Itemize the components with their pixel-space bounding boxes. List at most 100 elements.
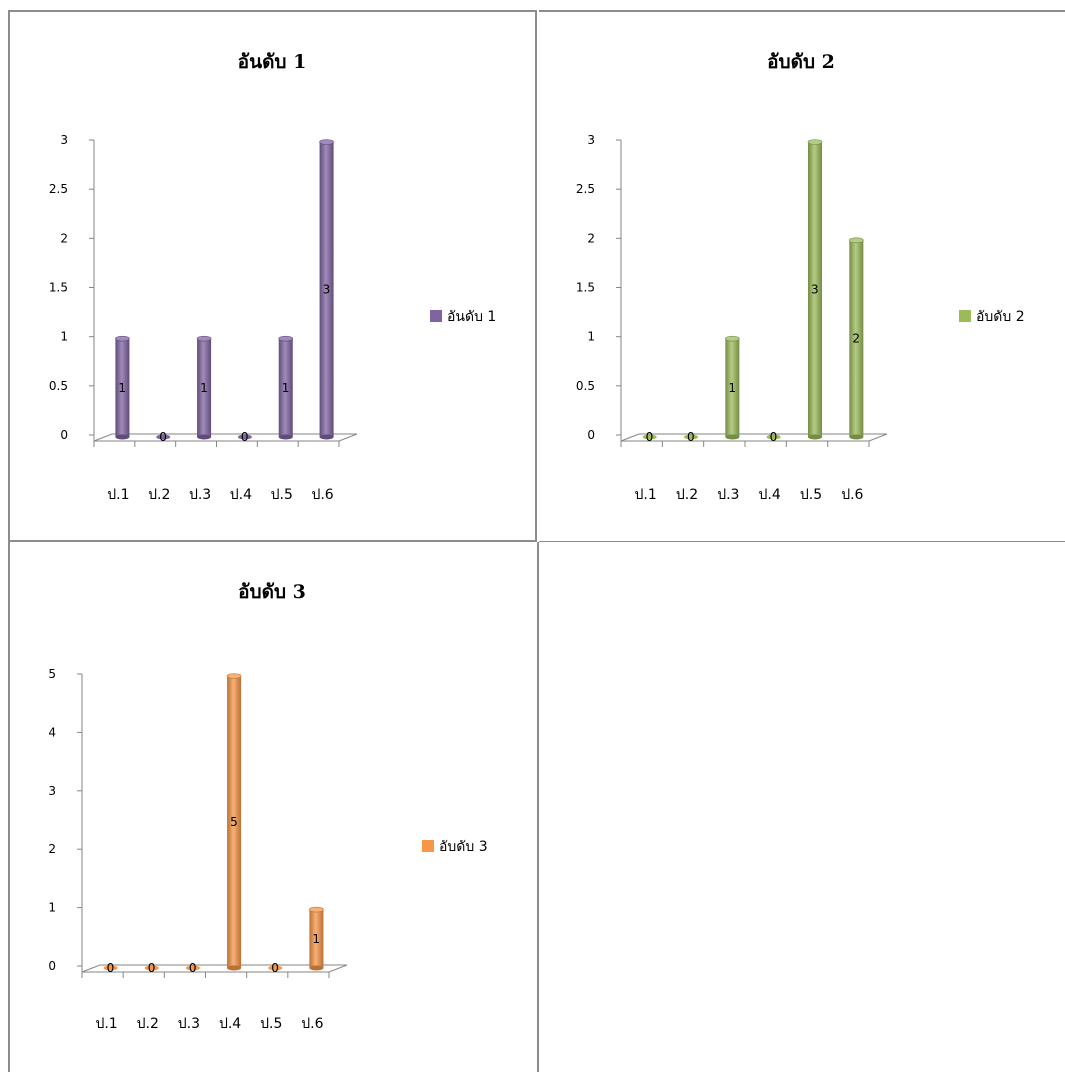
data-label: 3 [323,283,331,297]
x-tick-label: ป.4 [230,487,252,503]
bar-ป.4: 5 [226,673,242,971]
bar-cap [849,237,864,244]
bar-body [197,338,212,437]
bar-base [725,434,740,440]
bar-cap [268,965,283,971]
bar-cap [766,434,781,440]
x-tick-label: ป.1 [107,487,129,503]
bar-ป.3: 1 [196,335,212,440]
x-tick-label: ป.3 [189,487,211,503]
data-label: 3 [811,283,819,297]
y-tick-label: 3 [60,133,68,147]
bar-base [319,434,334,440]
legend-label: อันดับ 1 [447,309,496,325]
bar-cap [684,434,698,440]
bar-ป.2: 0 [684,430,698,444]
y-tick-label: 1 [587,330,595,344]
x-tick-label: ป.1 [95,1016,117,1032]
bar-ป.2: 0 [156,430,171,444]
bar-cap [319,139,334,145]
bar-body [309,909,324,968]
y-tick-label: 0 [48,959,56,973]
x-tick-label: ป.6 [311,487,333,503]
bar-base [197,434,212,440]
data-label: 0 [148,961,156,975]
data-label: 0 [687,430,695,444]
y-tick-label: 0 [60,428,68,442]
x-tick-label: ป.3 [178,1016,200,1032]
legend-swatch [430,310,442,322]
bar-cap [237,434,252,440]
bar-body [278,338,293,437]
bar-ป.4: 0 [237,430,252,444]
data-label: 1 [282,381,290,395]
chart-panel-rank-1: อันดับ 1 0 0.5 1 1.5 2 2.5 3 ป.1 ป.2 ป.3 ป.4 ป.5 ป.6… [8,10,537,542]
bar-body [849,240,864,437]
y-tick-label: 3 [48,784,56,798]
chart-svg-rank-3: อับดับ 3 0 1 2 3 4 5 ป.1 ป.2 ป.3 ป.4 ป.5 ป.6 0 0 0 5 0 1… [48,581,487,1032]
chart-panel-rank-2: อับดับ 2 0 0.5 1 1.5 2 2.5 3 ป.1 ป.2 ป.3 ป.4 ป.5 ป.6… [539,10,1065,542]
bar-ป.6: 3 [319,139,334,440]
bar-ป.1: 1 [115,335,130,440]
data-label: 0 [241,430,249,444]
bar-cap [144,965,159,971]
bar-ป.3: 1 [725,335,740,440]
bar-cap [807,139,823,145]
data-label: 1 [312,932,320,946]
bar-base [309,965,324,971]
data-label: 0 [107,961,115,975]
bar-cap [196,335,212,342]
legend-label: อับดับ 2 [976,309,1025,325]
x-tick-label: ป.2 [137,1016,159,1032]
data-label: 0 [646,430,654,444]
bar-cap [185,965,200,971]
y-tick-label: 1.5 [576,281,595,295]
y-tick-label: 1 [48,901,56,915]
y-tick-label: 0 [587,428,595,442]
bar-body [227,676,242,968]
bar-body [115,338,130,437]
bar-ป.6: 2 [849,237,864,440]
bar-base [115,434,130,440]
y-tick-label: 2.5 [49,182,68,196]
legend-swatch [422,840,434,852]
floor-plane [81,964,348,973]
x-tick-label: ป.4 [759,487,781,503]
x-tick-label: ป.1 [635,487,657,503]
chart-panel-rank-3: อับดับ 3 0 1 2 3 4 5 ป.1 ป.2 ป.3 ป.4 ป.5 ป.6 0 0 0 5 0 1… [8,542,539,1072]
chart-svg-rank-2: อับดับ 2 0 0.5 1 1.5 2 2.5 3 ป.1 ป.2 ป.3 ป.4 ป.5 ป.6… [576,51,1025,503]
bar-ป.1: 0 [642,430,657,444]
bar-body [319,142,334,437]
bar-base [849,434,864,440]
chart-title: อับดับ 3 [238,581,306,603]
bar-ป.5: 3 [807,139,823,440]
y-tick-label: 4 [48,725,56,739]
bar-base [278,434,293,440]
floor-plane [93,433,358,442]
bar-cap [226,673,242,679]
y-tick-label: 5 [48,667,56,681]
chart-svg-rank-1: อันดับ 1 0 0.5 1 1.5 2 2.5 3 ป.1 ป.2 ป.3 ป.4 ป.5 ป.6… [49,51,496,503]
bar-ป.6: 1 [309,906,324,971]
x-tick-label: ป.6 [301,1016,323,1032]
y-tick-label: 0.5 [576,379,595,393]
x-tick-label: ป.6 [841,487,863,503]
bar-ป.5: 1 [278,335,294,440]
y-tick-label: 3 [587,133,595,147]
x-tick-label: ป.4 [219,1016,241,1032]
bar-cap [103,965,118,971]
y-tick-label: 2 [587,231,595,245]
data-label: 0 [271,961,279,975]
data-label: 2 [852,332,860,346]
chart-title: อันดับ 1 [238,51,307,73]
data-label: 0 [770,430,778,444]
data-label: 0 [189,961,197,975]
legend-swatch [959,310,971,322]
x-tick-label: ป.5 [271,487,293,503]
bar-ป.2: 0 [144,961,159,975]
bar-cap [309,906,324,913]
x-tick-label: ป.5 [260,1016,282,1032]
y-tick-label: 1.5 [49,281,68,295]
bar-ป.1: 0 [103,961,118,975]
x-tick-label: ป.5 [800,487,822,503]
